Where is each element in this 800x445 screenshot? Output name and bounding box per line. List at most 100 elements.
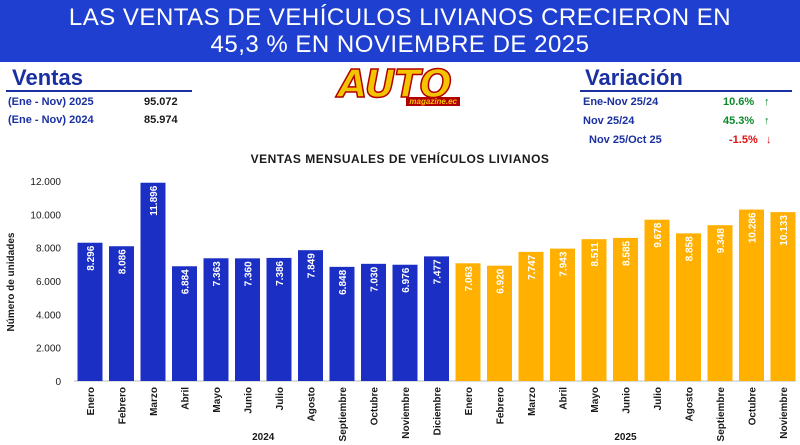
bar-data-label: 8.585 <box>622 240 633 265</box>
bar <box>644 219 670 381</box>
bar-data-label: 7.943 <box>559 251 570 276</box>
auto-magazine-logo: AUTO magazine.ec <box>337 61 464 110</box>
bar-data-label: 6.976 <box>401 267 412 292</box>
ventas-row-2025: (Ene - Nov) 2025 95.072 <box>8 96 178 108</box>
x-tick-label: Febrero <box>496 387 507 424</box>
bar <box>487 265 512 381</box>
x-tick-label: Febrero <box>118 387 129 424</box>
down-arrow-icon: ↓ <box>766 134 772 146</box>
bar-data-label: 8.296 <box>86 245 97 270</box>
headline-banner: LAS VENTAS DE VEHÍCULOS LIVIANOS CRECIER… <box>0 0 800 62</box>
variacion-row-nov-oct: Nov 25/Oct 25 -1.5% ↓ <box>589 134 772 146</box>
headline-line-2: 45,3 % EN NOVIEMBRE DE 2025 <box>210 31 590 58</box>
y-tick-label: 2.000 <box>36 344 61 355</box>
bar-data-label: 7.849 <box>307 253 318 278</box>
x-tick-label: Noviembre <box>779 387 790 439</box>
bar-data-label: 9.348 <box>716 228 727 253</box>
bar <box>550 248 575 381</box>
bar <box>172 266 197 381</box>
y-tick-label: 8.000 <box>36 244 61 255</box>
x-tick-label: Agosto <box>307 387 318 421</box>
x-tick-label: Octubre <box>748 387 759 426</box>
bar-data-label: 6.848 <box>338 269 349 294</box>
bar <box>455 263 481 381</box>
logo-subtext: magazine.ec <box>406 97 460 106</box>
x-tick-label: Marzo <box>527 387 538 416</box>
variacion-row-value: 45.3% <box>723 115 755 127</box>
bar-data-label: 6.884 <box>181 269 192 294</box>
bar-data-label: 7.363 <box>212 261 223 286</box>
x-tick-label: Julio <box>275 387 286 410</box>
bar <box>392 264 418 381</box>
x-tick-label: Noviembre <box>401 387 412 439</box>
bar <box>518 251 544 381</box>
bar-data-label: 10.286 <box>748 212 759 243</box>
x-tick-label: Enero <box>86 387 97 415</box>
x-tick-label: Abril <box>559 387 570 410</box>
x-tick-label: Octubre <box>370 387 381 426</box>
year-group-label: 2024 <box>252 432 275 443</box>
bar <box>581 239 607 381</box>
variacion-row-value: 10.6% <box>723 96 755 108</box>
bar-data-label: 10.133 <box>779 215 790 246</box>
bar <box>329 266 355 381</box>
ventas-row-value: 95.072 <box>144 96 178 108</box>
bar <box>266 257 292 381</box>
x-tick-label: Enero <box>464 387 475 415</box>
x-tick-label: Abril <box>181 387 192 410</box>
variacion-row-value: -1.5% <box>729 134 758 146</box>
bar-data-label: 7.360 <box>244 261 255 286</box>
x-tick-label: Junio <box>622 387 633 414</box>
bar <box>235 258 260 381</box>
bar <box>140 182 166 381</box>
bar <box>77 242 103 381</box>
bar <box>298 250 323 381</box>
bar-data-label: 7.747 <box>527 254 538 279</box>
bar-data-label: 9.678 <box>653 222 664 247</box>
ventas-row-label: (Ene - Nov) 2024 <box>8 114 94 126</box>
x-tick-label: Diciembre <box>433 387 444 436</box>
ventas-row-2024: (Ene - Nov) 2024 85.974 <box>8 114 178 126</box>
bar <box>361 263 386 381</box>
variacion-underline <box>580 90 792 92</box>
ventas-row-value: 85.974 <box>144 114 178 126</box>
y-tick-label: 4.000 <box>36 310 61 321</box>
y-tick-label: 0 <box>55 377 61 388</box>
variacion-title: Variación <box>585 65 683 90</box>
bar-data-label: 8.858 <box>685 236 696 261</box>
bar-data-label: 7.386 <box>275 260 286 285</box>
variacion-row-ene-nov: Ene-Nov 25/24 10.6% ↑ <box>583 96 770 108</box>
bar-data-label: 7.030 <box>370 266 381 291</box>
ventas-title: Ventas <box>12 65 83 90</box>
bar <box>676 233 701 381</box>
x-tick-label: Mayo <box>590 387 601 413</box>
x-tick-label: Junio <box>244 387 255 414</box>
bar <box>739 209 764 381</box>
year-group-label: 2025 <box>614 432 637 443</box>
variacion-row-label: Nov 25/Oct 25 <box>589 134 662 146</box>
chart-title: VENTAS MENSUALES DE VEHÍCULOS LIVIANOS <box>250 152 550 166</box>
variacion-row-label: Ene-Nov 25/24 <box>583 96 659 108</box>
bar <box>203 258 229 381</box>
x-tick-label: Julio <box>653 387 664 410</box>
x-tick-label: Marzo <box>149 387 160 416</box>
variacion-row-label: Nov 25/24 <box>583 115 635 127</box>
bar-data-label: 7.063 <box>464 266 475 291</box>
y-axis-label: Número de unidades <box>6 232 17 331</box>
bar <box>109 246 134 381</box>
y-tick-label: 12.000 <box>30 177 61 188</box>
bar <box>707 225 733 381</box>
bar-data-label: 7.477 <box>433 259 444 284</box>
variacion-row-nov: Nov 25/24 45.3% ↑ <box>583 115 770 127</box>
x-tick-label: Septiembre <box>338 387 349 442</box>
y-tick-label: 10.000 <box>30 210 61 221</box>
headline-line-1: LAS VENTAS DE VEHÍCULOS LIVIANOS CRECIER… <box>68 4 732 31</box>
bar <box>613 237 638 381</box>
ventas-row-label: (Ene - Nov) 2025 <box>8 96 94 108</box>
bar <box>424 256 449 381</box>
y-tick-label: 6.000 <box>36 277 61 288</box>
bar-data-label: 8.511 <box>590 242 601 267</box>
x-tick-label: Mayo <box>212 387 223 413</box>
bar-data-label: 6.920 <box>496 268 507 293</box>
